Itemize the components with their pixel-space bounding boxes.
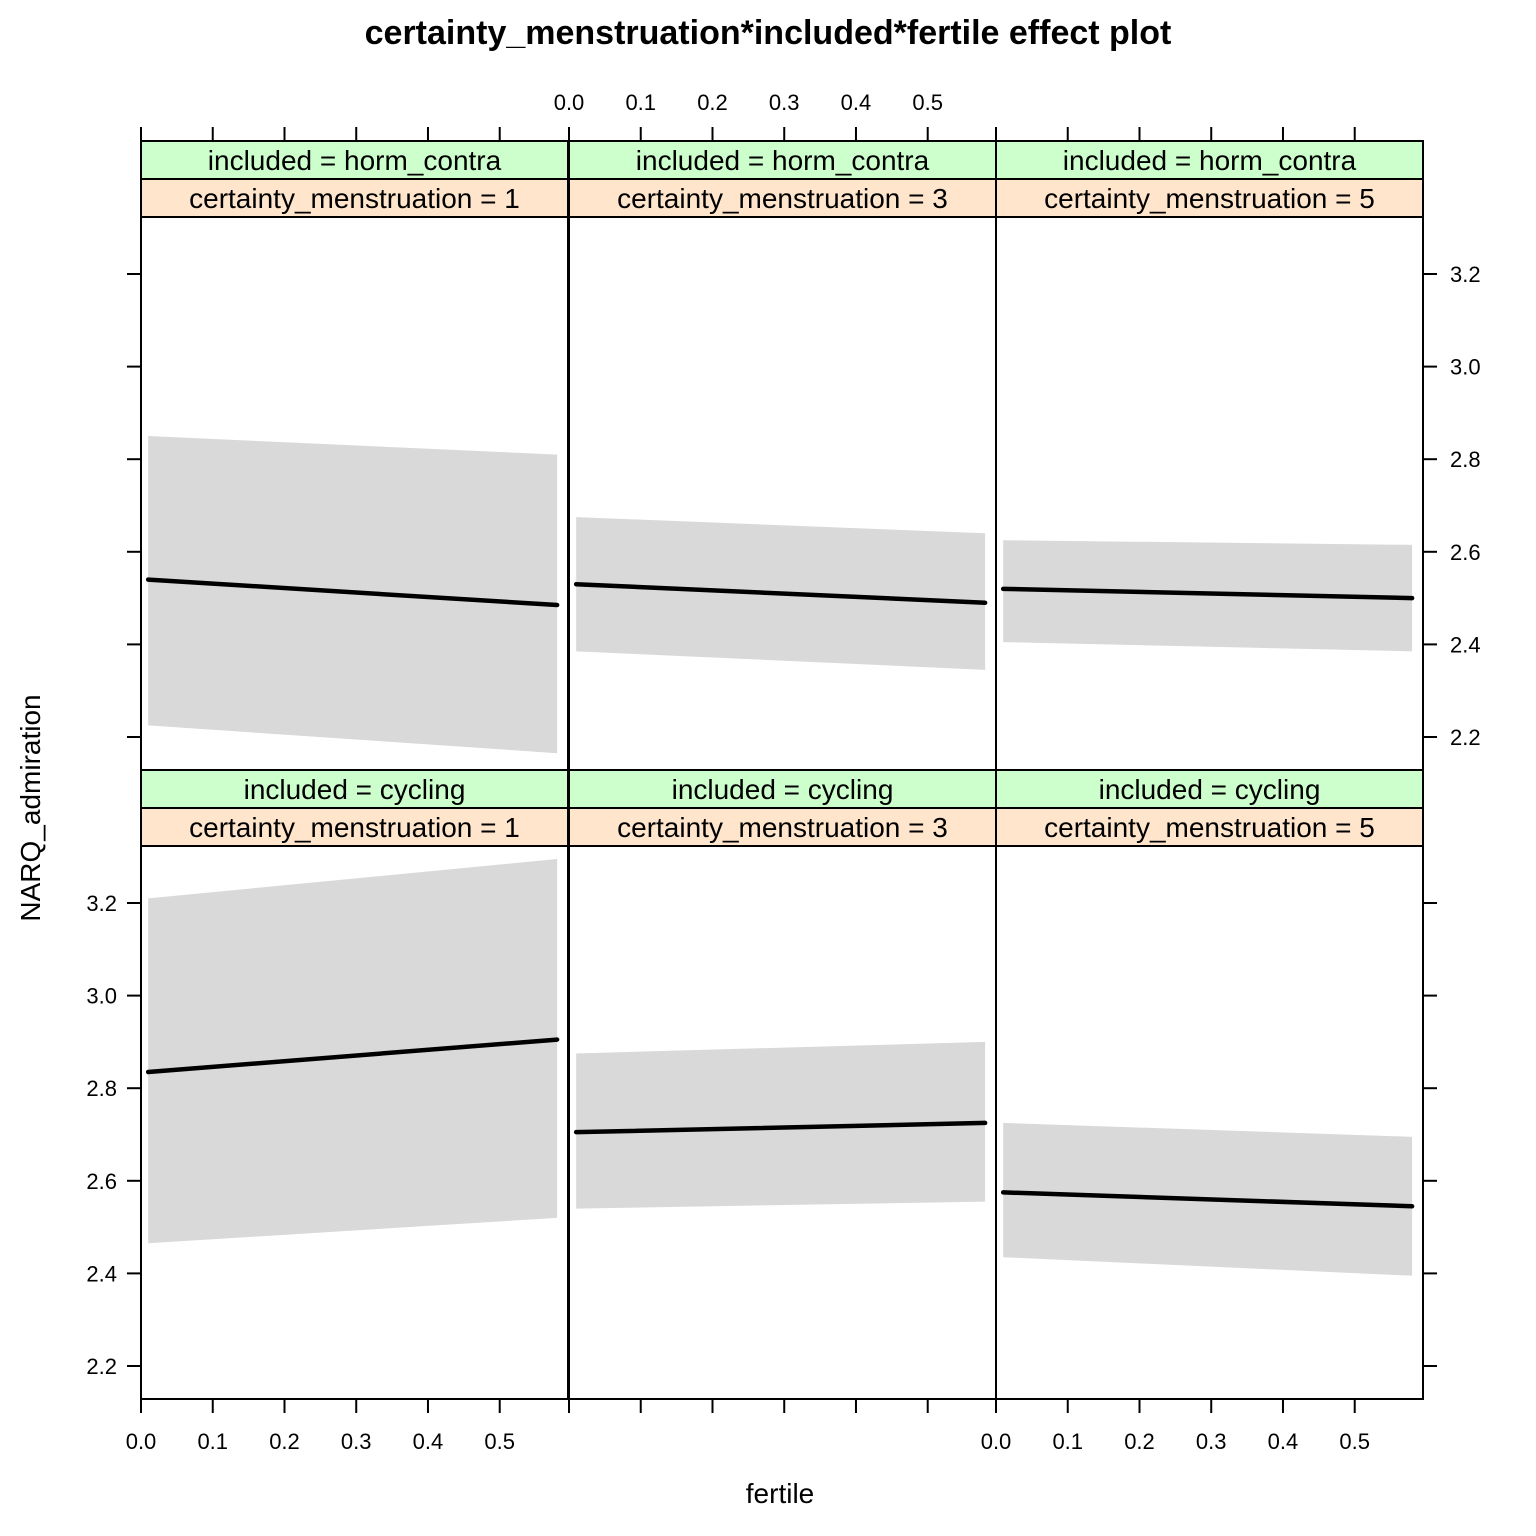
fit-line: [1000, 1190, 1415, 1209]
fit-line: [573, 1120, 988, 1135]
panels-group: included = horm_contra certainty_menstrua…: [86, 90, 1480, 1454]
fit-line: [1000, 586, 1415, 601]
y-tick-label-right: 2.4: [1450, 632, 1481, 657]
strip-certainty-label: certainty_menstruation = 1: [189, 812, 520, 843]
y-tick-label-right: 2.6: [1450, 540, 1481, 565]
x-tick-label-bottom: 0.2: [1124, 1429, 1155, 1454]
x-tick-label-bottom: 0.1: [197, 1429, 228, 1454]
strip-included-label: included = cycling: [672, 774, 894, 805]
fit-line: [145, 577, 560, 608]
confidence-band: [576, 1041, 986, 1209]
x-tick-label-top: 0.0: [554, 90, 585, 115]
y-tick-label-right: 3.0: [1450, 355, 1481, 380]
x-tick-label-bottom: 0.4: [1268, 1429, 1299, 1454]
x-tick-label-bottom: 0.0: [126, 1429, 157, 1454]
panel-5: included = cycling certainty_menstruation…: [568, 769, 997, 1400]
x-tick-label-bottom: 0.4: [413, 1429, 444, 1454]
x-tick-label-top: 0.3: [769, 90, 800, 115]
x-tick-label-bottom: 0.5: [1339, 1429, 1370, 1454]
strip-included-label: included = cycling: [244, 774, 466, 805]
chart-title: certainty_menstruation*included*fertile …: [365, 14, 1172, 52]
strip-certainty-label: certainty_menstruation = 1: [189, 183, 520, 214]
confidence-band: [148, 436, 558, 754]
panel-frame: [995, 140, 1424, 771]
y-tick-label-right: 2.2: [1450, 725, 1481, 750]
strip-included-label: included = horm_contra: [208, 145, 502, 176]
panel-1: included = horm_contra certainty_menstrua…: [140, 140, 569, 771]
x-tick-label-bottom: 0.2: [269, 1429, 300, 1454]
strip-certainty: [995, 178, 1424, 218]
panel-4: included = cycling certainty_menstruation…: [140, 769, 569, 1400]
x-tick-label-bottom: 0.1: [1052, 1429, 1083, 1454]
x-tick-label-top: 0.4: [841, 90, 872, 115]
strip-included-label: included = horm_contra: [636, 145, 930, 176]
x-tick-label-bottom: 0.3: [341, 1429, 372, 1454]
x-tick-label-top: 0.2: [697, 90, 728, 115]
panel-frame: [568, 140, 997, 771]
strip-included-label: included = cycling: [1099, 774, 1321, 805]
panel-2: included = horm_contra certainty_menstrua…: [568, 140, 997, 771]
strip-certainty: [568, 807, 997, 847]
strip-certainty: [995, 807, 1424, 847]
x-axis-label: fertile: [746, 1478, 814, 1509]
y-axis-label: NARQ_admiration: [15, 694, 46, 921]
strip-certainty-label: certainty_menstruation = 5: [1044, 812, 1375, 843]
panel-3: included = horm_contra certainty_menstrua…: [995, 140, 1424, 771]
y-tick-label-left: 2.2: [86, 1354, 117, 1379]
panel-frame: [995, 769, 1424, 1400]
y-tick-label-left: 3.2: [86, 891, 117, 916]
strip-included-label: included = horm_contra: [1063, 145, 1357, 176]
x-tick-label-top: 0.1: [625, 90, 656, 115]
y-tick-label-left: 2.4: [86, 1261, 117, 1286]
strip-certainty-label: certainty_menstruation = 3: [617, 812, 948, 843]
confidence-band: [1003, 540, 1413, 652]
x-tick-label-bottom: 0.5: [484, 1429, 515, 1454]
panel-6: included = cycling certainty_menstruation…: [995, 769, 1424, 1400]
y-tick-label-left: 3.0: [86, 984, 117, 1009]
strip-certainty-label: certainty_menstruation = 3: [617, 183, 948, 214]
strip-certainty-label: certainty_menstruation = 5: [1044, 183, 1375, 214]
x-tick-label-top: 0.5: [912, 90, 943, 115]
fit-line: [573, 581, 988, 605]
y-tick-label-right: 2.8: [1450, 447, 1481, 472]
y-tick-label-left: 2.6: [86, 1169, 117, 1194]
y-tick-label-left: 2.8: [86, 1076, 117, 1101]
fit-line: [145, 1037, 560, 1075]
confidence-band: [148, 859, 558, 1244]
y-tick-label-right: 3.2: [1450, 262, 1481, 287]
strip-certainty: [140, 178, 569, 218]
x-tick-label-bottom: 0.3: [1196, 1429, 1227, 1454]
x-tick-label-bottom: 0.0: [981, 1429, 1012, 1454]
